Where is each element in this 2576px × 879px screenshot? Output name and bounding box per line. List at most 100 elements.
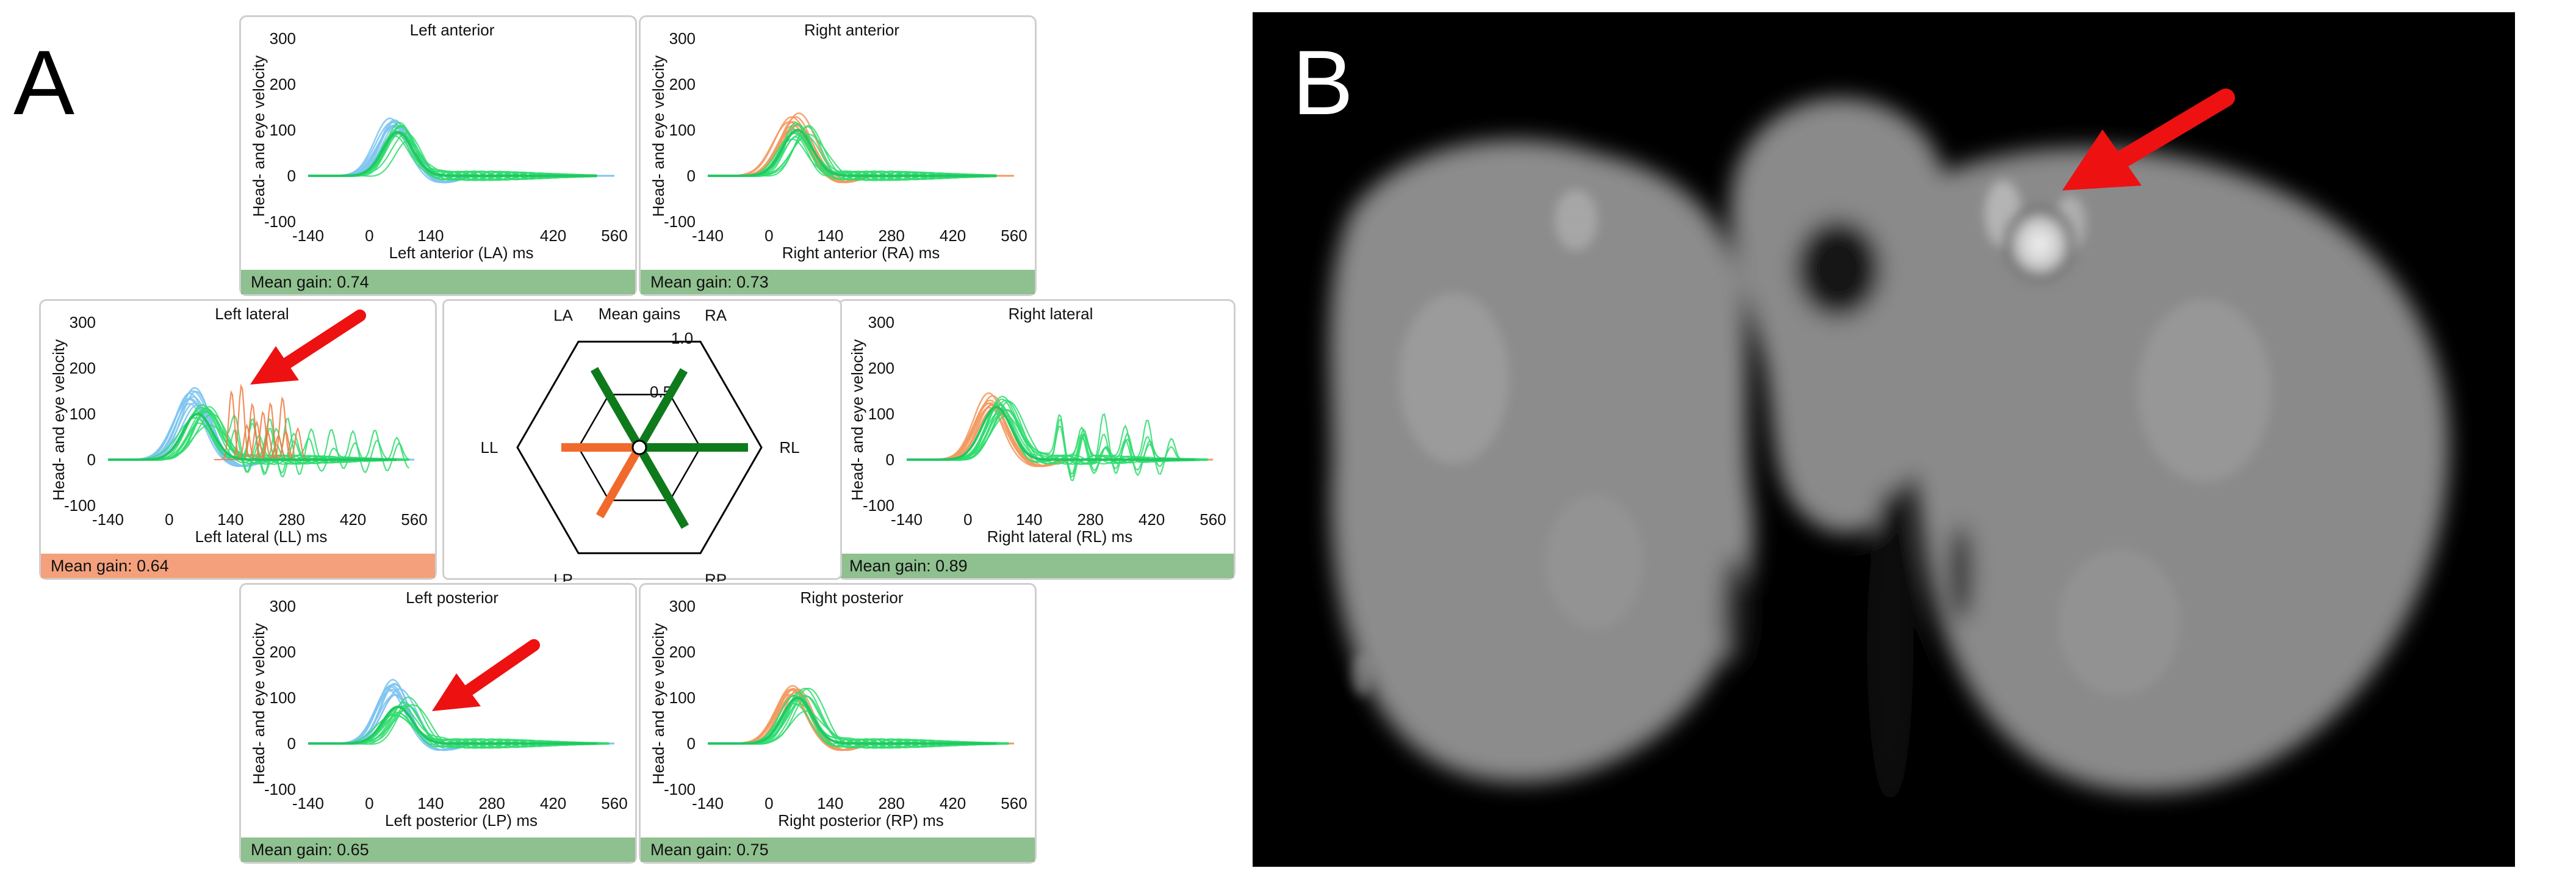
plot-title: Left posterior xyxy=(406,588,498,607)
x-tick-label: 0 xyxy=(765,794,773,812)
y-axis-label: Head- and eye velocity xyxy=(250,623,268,784)
vhit-svg: Right anterior 300 200 100 0 -100-140 0 140 280 4… xyxy=(649,21,1027,262)
vhit-plot-left-anterior: Left anterior 300 200 100 0 -100 -140 0 140 420 56… xyxy=(239,15,637,296)
radar-ring-label: 1.0 xyxy=(671,329,693,347)
radar-gain-spoke xyxy=(590,367,644,450)
x-tick-label: 280 xyxy=(479,794,505,812)
y-tick-label: 200 xyxy=(70,359,96,377)
mean-gains-radar: Mean gains 1.0 0.5 LA RA RL RP LP LL xyxy=(442,299,842,582)
y-tick-label: 0 xyxy=(886,450,894,469)
vhit-plot-right-posterior: Right posterior 300 200 100 0 -100 -140 0 140 280… xyxy=(639,583,1037,864)
x-axis-label: Left anterior (LA) ms xyxy=(389,244,534,262)
x-tick-label: 420 xyxy=(1139,510,1165,529)
y-tick-label: -100 xyxy=(664,780,696,798)
x-tick-label: -140 xyxy=(292,226,324,245)
x-tick-label: 280 xyxy=(879,794,905,812)
x-axis-label: Right lateral (RL) ms xyxy=(987,527,1132,546)
x-tick-label: 560 xyxy=(601,794,627,812)
x-tick-label: 280 xyxy=(879,226,905,245)
plot-title: Right lateral xyxy=(1009,305,1093,323)
x-tick-label: 0 xyxy=(365,794,373,812)
vhit-svg: Left lateral 300 200 100 0 -100-140 0 140 280 420… xyxy=(49,305,428,546)
plot-title: Right anterior xyxy=(804,21,899,39)
y-tick-label: -100 xyxy=(664,212,696,231)
x-axis-label: Right anterior (RA) ms xyxy=(782,244,940,262)
vhit-svg: Left anterior 300 200 100 0 -100-140 0 140 420 56… xyxy=(250,21,628,262)
y-tick-label: -100 xyxy=(264,780,296,798)
vhit-plot-right-lateral: Right lateral 300 200 100 0 -100 -140 0 140 280 42… xyxy=(838,299,1236,580)
y-tick-label: 0 xyxy=(687,167,696,185)
radar-axis-label: RL xyxy=(779,438,799,457)
x-tick-label: 0 xyxy=(165,510,173,529)
mri-illustration xyxy=(1329,98,2449,806)
y-tick-label: 200 xyxy=(270,643,296,661)
x-tick-label: 560 xyxy=(1001,226,1027,245)
y-tick-label: -100 xyxy=(64,496,96,515)
x-tick-label: 0 xyxy=(765,226,773,245)
y-tick-label: 300 xyxy=(70,313,96,331)
x-tick-label: 140 xyxy=(817,794,843,812)
mean-eye-trace xyxy=(708,696,997,745)
y-tick-label: 100 xyxy=(669,121,696,139)
x-tick-label: 0 xyxy=(963,510,972,529)
plot-title: Right posterior xyxy=(800,588,903,607)
y-tick-label: 300 xyxy=(270,29,296,48)
x-tick-label: 420 xyxy=(940,226,966,245)
x-axis-label: Left posterior (LP) ms xyxy=(385,811,538,830)
x-tick-label: 140 xyxy=(217,510,243,529)
y-tick-label: -100 xyxy=(264,212,296,231)
x-tick-label: -140 xyxy=(292,794,324,812)
x-tick-label: 560 xyxy=(401,510,427,529)
y-tick-label: 100 xyxy=(70,405,96,423)
y-tick-label: 100 xyxy=(868,405,894,423)
mean-eye-trace xyxy=(308,131,597,177)
mean-eye-trace xyxy=(708,128,997,177)
x-tick-label: 560 xyxy=(1001,794,1027,812)
y-tick-label: 0 xyxy=(287,167,296,185)
y-tick-label: 100 xyxy=(270,121,296,139)
plot-title: Left lateral xyxy=(215,305,289,323)
y-tick-label: 300 xyxy=(669,597,696,615)
mean-eye-trace xyxy=(308,705,597,745)
y-tick-label: 200 xyxy=(669,75,696,93)
radar-gain-spoke xyxy=(635,445,689,529)
mean-gain-bar: Mean gain: 0.89 xyxy=(840,554,1234,578)
x-tick-label: 560 xyxy=(1200,510,1226,529)
y-axis-label: Head- and eye velocity xyxy=(250,56,268,217)
y-tick-label: 0 xyxy=(287,734,296,753)
vhit-svg: Right posterior 300 200 100 0 -100-140 0 140 280… xyxy=(649,588,1027,830)
radar-axis-label: LL xyxy=(481,438,498,457)
mean-eye-trace xyxy=(907,405,1196,461)
mean-gain-bar: Mean gain: 0.75 xyxy=(641,837,1035,862)
eye-velocity-trace xyxy=(915,404,1208,468)
radar-axis-label: RP xyxy=(705,571,727,582)
mean-gain-bar: Mean gain: 0.65 xyxy=(241,837,635,862)
mri-axial-image xyxy=(1253,12,2515,867)
x-tick-label: -140 xyxy=(692,794,724,812)
vhit-plot-left-lateral: Left lateral 300 200 100 0 -100 -140 0 140 280 420… xyxy=(39,299,437,580)
x-axis-label: Right posterior (RP) ms xyxy=(778,811,944,830)
mean-eye-trace xyxy=(108,412,397,461)
y-axis-label: Head- and eye velocity xyxy=(649,56,667,217)
y-tick-label: 200 xyxy=(669,643,696,661)
mean-gain-bar: Mean gain: 0.64 xyxy=(41,554,435,578)
y-tick-label: 300 xyxy=(669,29,696,48)
x-tick-label: -140 xyxy=(92,510,124,529)
y-tick-label: 100 xyxy=(669,689,696,707)
y-tick-label: 300 xyxy=(868,313,894,331)
eye-velocity-trace xyxy=(915,409,1208,482)
plot-title: Left anterior xyxy=(410,21,495,39)
arrow-left-posterior xyxy=(432,639,540,711)
radar-gain-spoke xyxy=(635,368,688,450)
radar-axis-label: LA xyxy=(553,306,573,324)
radar-title: Mean gains xyxy=(599,305,680,323)
radar-gain-spoke xyxy=(595,445,644,519)
y-tick-label: 200 xyxy=(868,359,894,377)
y-axis-label: Head- and eye velocity xyxy=(649,623,667,784)
eye-velocity-trace xyxy=(117,407,409,476)
vhit-plot-right-anterior: Right anterior 300 200 100 0 -100 -140 0 140 280 4… xyxy=(639,15,1037,296)
x-tick-label: 560 xyxy=(601,226,627,245)
x-axis-label: Left lateral (LL) ms xyxy=(195,527,328,546)
x-tick-label: 140 xyxy=(1016,510,1042,529)
y-tick-label: 300 xyxy=(270,597,296,615)
